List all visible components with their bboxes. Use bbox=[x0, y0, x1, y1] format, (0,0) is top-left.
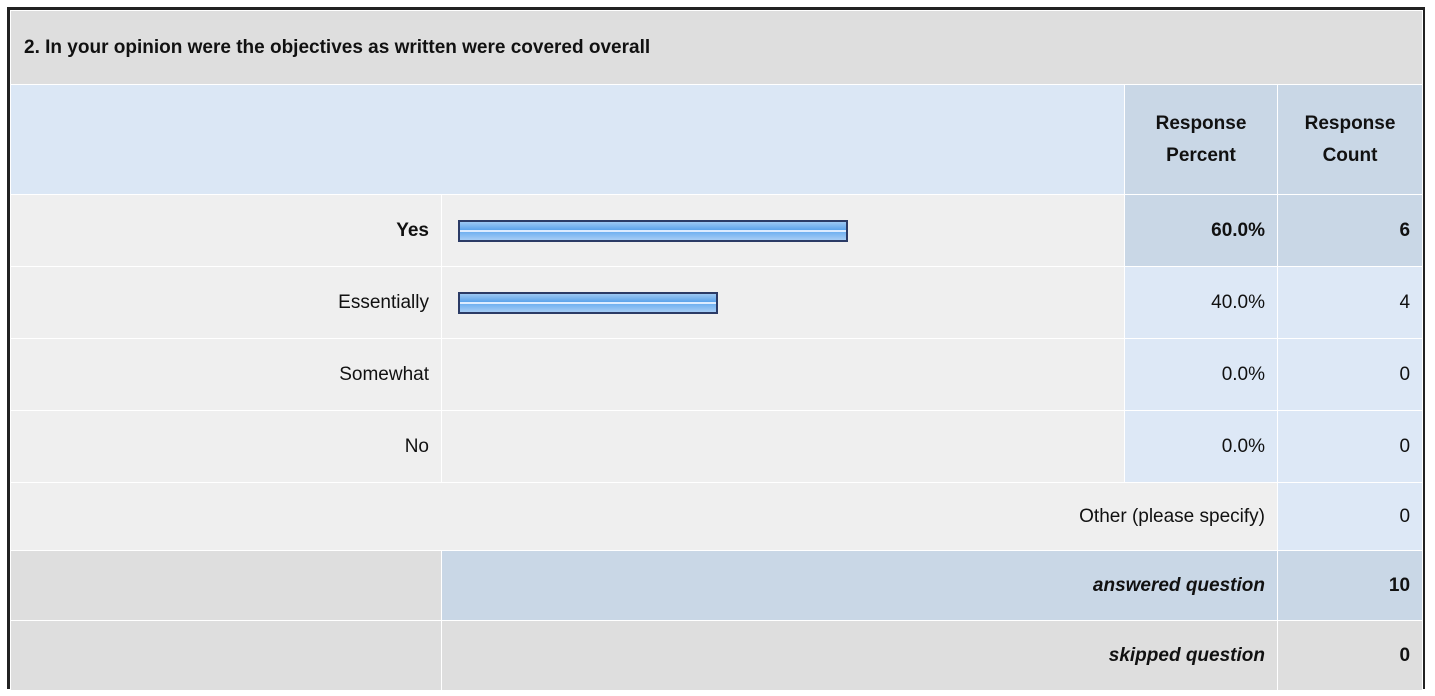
other-label[interactable]: Other (please specify) bbox=[10, 482, 1278, 551]
answer-label: Essentially bbox=[10, 266, 442, 339]
answer-percent: 40.0% bbox=[1124, 266, 1278, 339]
answer-count: 4 bbox=[1276, 266, 1424, 339]
results-table: 2. In your opinion were the objectives a… bbox=[9, 10, 1424, 691]
answer-count: 0 bbox=[1276, 410, 1424, 483]
skipped-count: 0 bbox=[1276, 620, 1424, 691]
header-blank bbox=[10, 84, 1125, 195]
question-title: 2. In your opinion were the objectives a… bbox=[9, 10, 1424, 85]
answer-bar-cell bbox=[441, 194, 1125, 267]
skipped-label: skipped question bbox=[441, 620, 1278, 691]
other-count: 0 bbox=[1276, 482, 1424, 551]
skipped-row: skipped question 0 bbox=[10, 620, 1424, 691]
answer-bar bbox=[458, 219, 848, 242]
response-count-header: Response Count bbox=[1276, 84, 1424, 195]
answer-percent: 60.0% bbox=[1124, 194, 1278, 267]
answer-count: 0 bbox=[1276, 338, 1424, 411]
survey-question-panel: 2. In your opinion were the objectives a… bbox=[7, 7, 1425, 691]
answered-count: 10 bbox=[1276, 550, 1424, 621]
answer-label: No bbox=[10, 410, 442, 483]
answer-bar-cell bbox=[441, 338, 1125, 411]
answer-row: Yes 60.0% 6 bbox=[10, 194, 1424, 267]
answer-percent: 0.0% bbox=[1124, 338, 1278, 411]
answer-bar-cell bbox=[441, 266, 1125, 339]
answer-label: Somewhat bbox=[10, 338, 442, 411]
answer-bar bbox=[458, 291, 718, 314]
summary-blank bbox=[10, 550, 442, 621]
answer-label: Yes bbox=[10, 194, 442, 267]
answer-row: No 0.0% 0 bbox=[10, 410, 1424, 483]
answered-row: answered question 10 bbox=[10, 550, 1424, 621]
other-row: Other (please specify) 0 bbox=[10, 482, 1424, 551]
answer-row: Somewhat 0.0% 0 bbox=[10, 338, 1424, 411]
answer-percent: 0.0% bbox=[1124, 410, 1278, 483]
answer-count: 6 bbox=[1276, 194, 1424, 267]
response-percent-header: Response Percent bbox=[1124, 84, 1278, 195]
answer-row: Essentially 40.0% 4 bbox=[10, 266, 1424, 339]
answered-label: answered question bbox=[441, 550, 1278, 621]
answer-bar-cell bbox=[441, 410, 1125, 483]
summary-blank bbox=[10, 620, 442, 691]
